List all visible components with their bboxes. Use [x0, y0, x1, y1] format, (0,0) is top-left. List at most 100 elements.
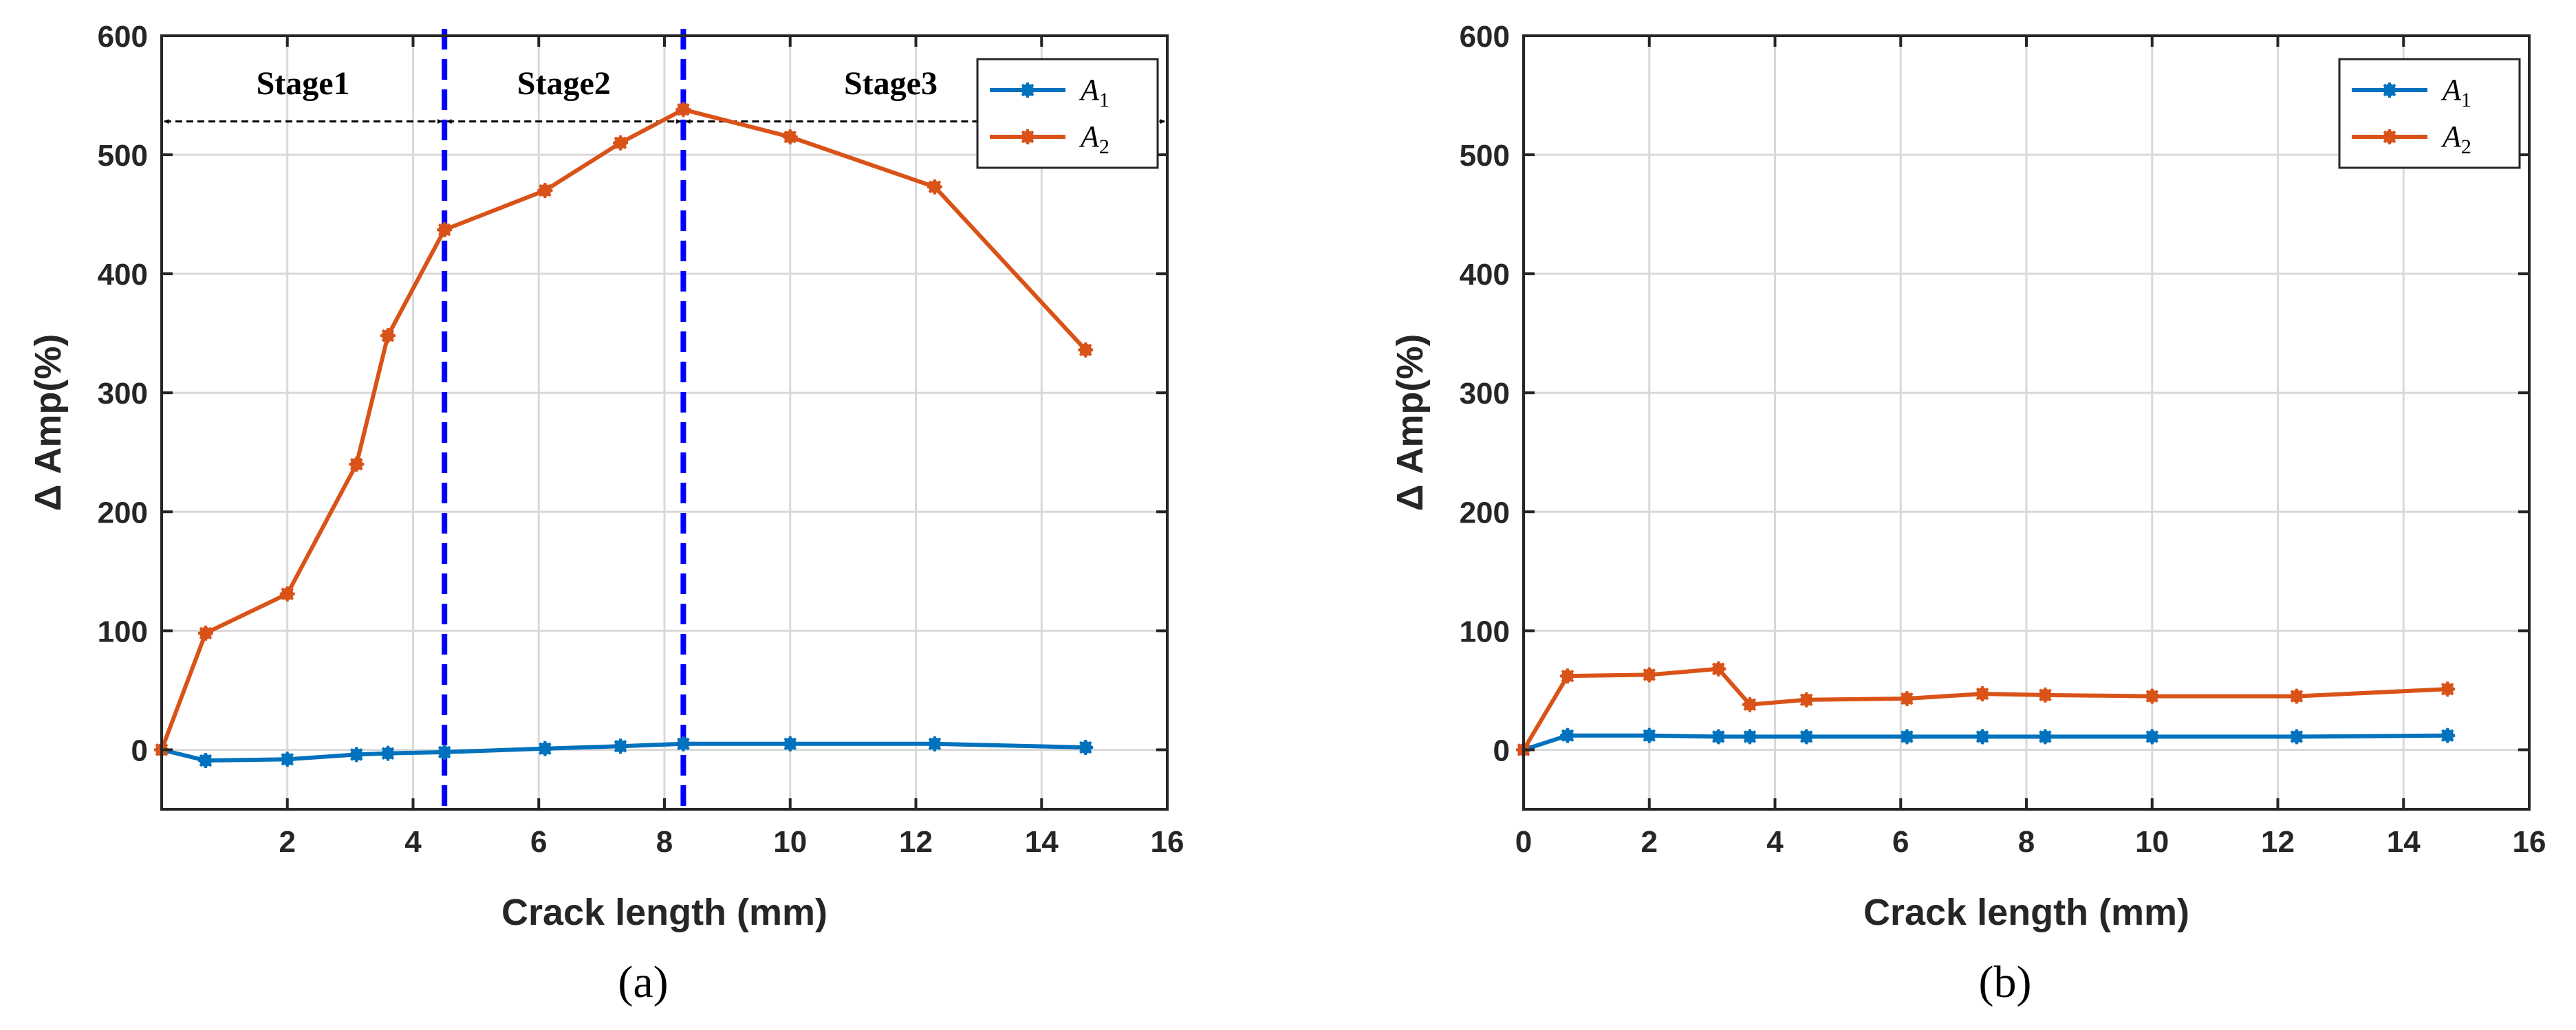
data-point-A2-10 — [927, 179, 942, 195]
data-point-A1-10 — [927, 736, 942, 752]
data-point-A2-8 — [675, 102, 691, 118]
data-point-A2-10-spoke-3 — [2290, 690, 2304, 703]
data-point-A1-1 — [197, 753, 213, 769]
data-point-A2-9-spoke-3 — [2145, 690, 2159, 703]
data-point-A1-2 — [1641, 727, 1657, 743]
data-point-A2-6-spoke-3 — [1901, 692, 1914, 705]
stage-label-2: Stage2 — [517, 65, 611, 102]
y-axis-label: Δ Amp(%) — [1389, 334, 1431, 512]
x-tick-label-6: 14 — [1025, 825, 1059, 859]
x-tick-label-6: 12 — [2261, 825, 2295, 859]
data-point-A2-5-spoke-3 — [437, 223, 451, 237]
legend-marker-A1-spoke-3 — [1021, 83, 1035, 97]
y-tick-label-1: 100 — [1460, 615, 1510, 648]
x-tick-label-4: 8 — [2018, 825, 2035, 859]
data-point-A1-3-spoke-3 — [349, 748, 363, 761]
data-point-A2-4 — [380, 328, 396, 344]
legend-marker-A1 — [1020, 83, 1035, 98]
x-axis-label: Crack length (mm) — [1863, 892, 2189, 933]
data-point-A2-9 — [782, 129, 798, 145]
x-tick-label-2: 4 — [1766, 825, 1784, 859]
data-point-A1-9 — [2144, 729, 2160, 745]
y-tick-label-4: 400 — [98, 258, 148, 292]
data-point-A2-5 — [1799, 692, 1815, 708]
y-tick-label-2: 200 — [98, 496, 148, 529]
legend-marker-A2 — [2382, 129, 2397, 144]
chart-panel-a: Stage1 Stage2 Stage3 2 4 6 8 10 12 14 16 0 100 200 300… — [28, 20, 1184, 1007]
data-point-A1-8-spoke-3 — [2039, 730, 2052, 743]
x-tick-label-3: 8 — [656, 825, 673, 859]
data-point-A2-4-spoke-3 — [381, 329, 395, 342]
chart-panel-b: 0 2 4 6 8 10 12 14 16 0 100 200 300 400 500 600 Crack le… — [1389, 20, 2546, 1007]
data-point-A2-5 — [437, 222, 453, 238]
data-point-A2-11-spoke-3 — [1079, 343, 1092, 357]
panel-label: (a) — [618, 957, 668, 1007]
data-point-A2-9 — [2144, 688, 2160, 704]
data-point-A2-2-spoke-3 — [1643, 668, 1656, 681]
data-point-A1-3 — [349, 747, 365, 763]
data-point-A2-1-spoke-3 — [1561, 669, 1574, 683]
data-point-A1-9-spoke-3 — [2145, 730, 2159, 743]
data-point-A2-4 — [1742, 697, 1757, 712]
series-line-A1 — [1523, 733, 2448, 752]
y-tick-label-6: 600 — [1460, 20, 1510, 54]
data-point-A2-11 — [2440, 681, 2456, 697]
data-point-A1-6 — [537, 741, 553, 756]
x-tick-label-8: 16 — [2513, 825, 2546, 859]
data-point-A2-9-spoke-3 — [783, 130, 797, 144]
y-tick-label-3: 300 — [1460, 377, 1510, 410]
data-point-A1-8 — [2037, 729, 2053, 745]
data-point-A1-1-spoke-3 — [1561, 729, 1574, 743]
data-point-A2-2 — [279, 586, 295, 602]
data-point-A1-11-spoke-3 — [2440, 729, 2454, 743]
data-point-A1-1-spoke-3 — [199, 754, 213, 767]
data-point-A1-1 — [1559, 727, 1575, 743]
data-point-A1-7 — [1975, 729, 1991, 745]
data-point-A1-4-spoke-3 — [381, 747, 395, 760]
data-point-A1-6-spoke-3 — [539, 742, 552, 756]
data-point-A1-9 — [782, 736, 798, 752]
data-point-A2-1 — [197, 625, 213, 641]
data-point-A2-11-spoke-3 — [2440, 682, 2454, 696]
data-point-A2-10-spoke-3 — [928, 180, 942, 194]
x-tick-label-3: 6 — [1892, 825, 1909, 859]
legend-marker-A2-spoke-3 — [2383, 130, 2396, 144]
x-axis-label: Crack length (mm) — [501, 892, 827, 933]
data-point-A1-5 — [437, 744, 453, 760]
data-point-A1-2 — [279, 752, 295, 767]
y-tick-label-0: 0 — [1493, 734, 1510, 767]
x-tick-label-1: 4 — [404, 825, 422, 859]
data-point-A2-7 — [1975, 686, 1991, 702]
y-tick-label-2: 200 — [1460, 496, 1510, 529]
y-tick-label-5: 500 — [98, 139, 148, 173]
series-line-A2 — [1522, 666, 2448, 751]
data-point-A2-5-spoke-3 — [1799, 693, 1813, 707]
data-point-A2-1-spoke-3 — [199, 626, 213, 640]
stage-label-3: Stage3 — [844, 65, 938, 102]
data-point-A1-4 — [380, 745, 396, 761]
x-tick-label-0: 2 — [279, 825, 296, 859]
data-point-A1-10 — [2288, 729, 2304, 745]
data-point-A2-7 — [613, 135, 629, 151]
data-point-A2-7-spoke-3 — [1976, 687, 1989, 701]
x-tick-label-7: 16 — [1151, 825, 1184, 859]
series-line-A2 — [160, 107, 1087, 751]
x-tick-label-2: 6 — [530, 825, 547, 859]
data-point-A1-3 — [1711, 729, 1727, 745]
data-point-A2-3-spoke-3 — [349, 457, 363, 471]
data-point-A2-8-spoke-3 — [677, 102, 690, 116]
data-point-A1-9-spoke-3 — [783, 737, 797, 751]
data-point-A1-5-spoke-3 — [1799, 730, 1813, 743]
data-point-A2-3 — [349, 457, 365, 472]
x-tick-label-5: 12 — [899, 825, 933, 859]
data-point-A1-10-spoke-3 — [928, 737, 942, 751]
legend-label-A1: A1 — [1079, 73, 1110, 111]
data-point-A1-7 — [613, 738, 629, 754]
data-point-A2-3-spoke-3 — [1711, 662, 1725, 676]
legend-marker-A1-spoke-3 — [2383, 83, 2396, 97]
data-point-A1-11-spoke-3 — [1079, 741, 1092, 754]
y-tick-label-0: 0 — [131, 734, 148, 767]
x-tick-label-1: 2 — [1641, 825, 1658, 859]
